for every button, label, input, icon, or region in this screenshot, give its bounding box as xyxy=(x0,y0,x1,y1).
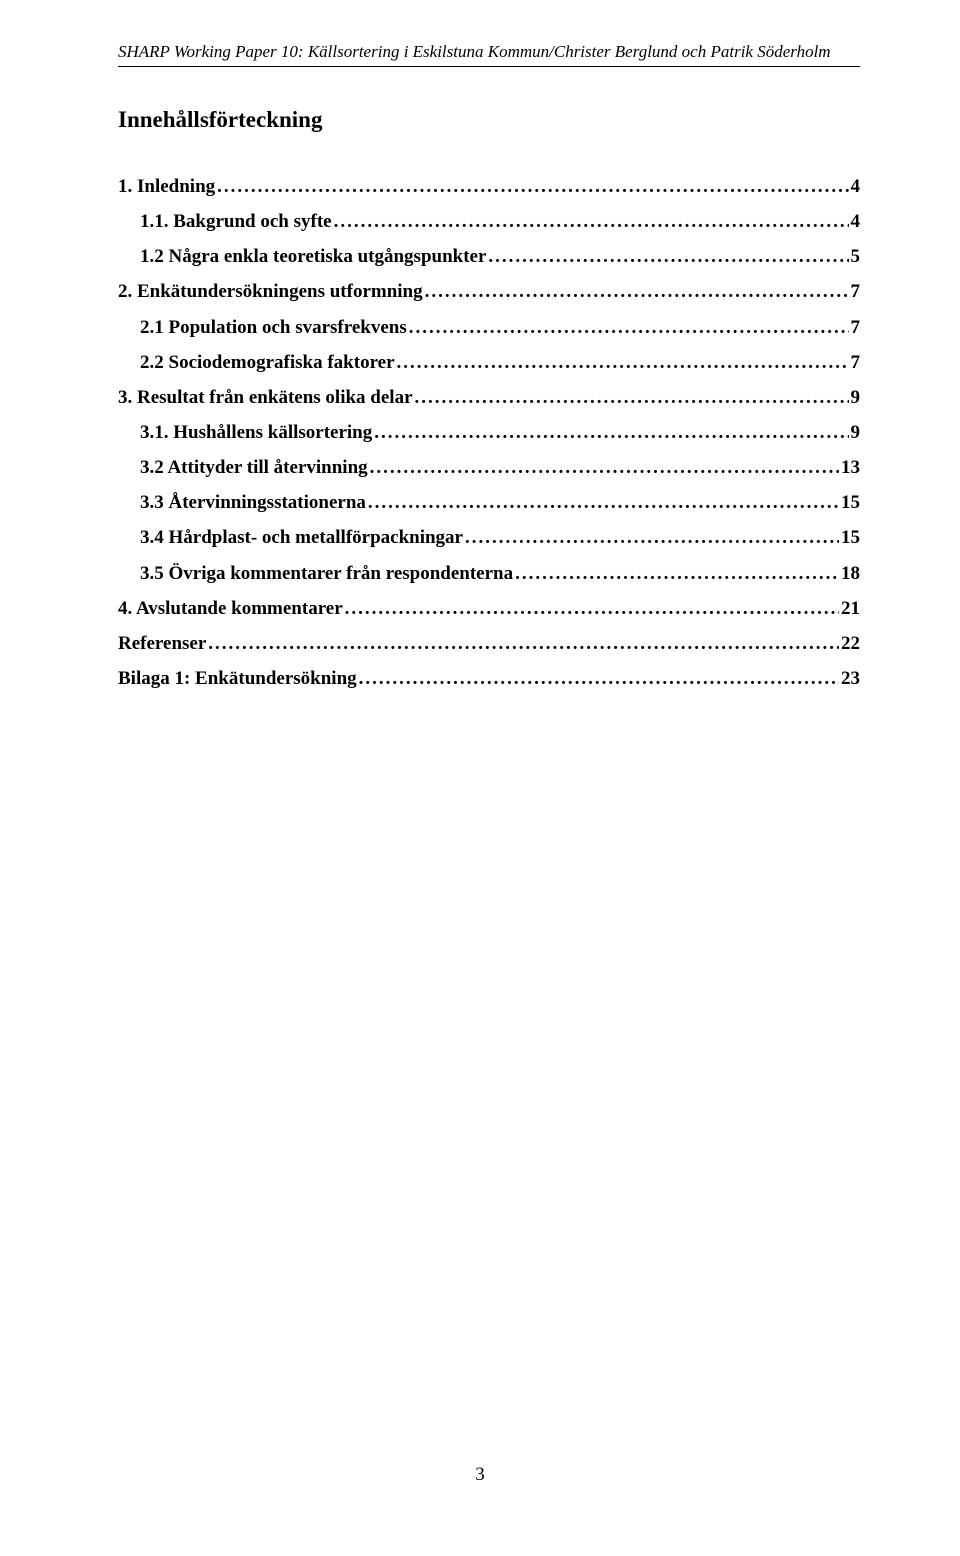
toc-entry-page: 21 xyxy=(841,591,860,626)
toc-entry-label: 3.5 Övriga kommentarer från respondenter… xyxy=(140,556,513,591)
toc-entry-label: 3.2 Attityder till återvinning xyxy=(140,450,368,485)
toc-entry-label: 1.2 Några enkla teoretiska utgångspunkte… xyxy=(140,239,486,274)
toc-entry-label: 1. Inledning xyxy=(118,169,215,204)
toc-entry: Bilaga 1: Enkätundersökning 23 xyxy=(118,661,860,696)
toc-entry-page: 5 xyxy=(851,239,861,274)
toc-entry-page: 9 xyxy=(851,380,861,415)
toc-entry-label: 1.1. Bakgrund och syfte xyxy=(140,204,332,239)
toc-entry-label: 3.1. Hushållens källsortering xyxy=(140,415,372,450)
toc-entry: 3. Resultat från enkätens olika delar 9 xyxy=(118,380,860,415)
toc-entry-label: 3. Resultat från enkätens olika delar xyxy=(118,380,413,415)
toc-dots xyxy=(409,310,849,345)
toc-entry-page: 22 xyxy=(841,626,860,661)
toc-entry: 1.2 Några enkla teoretiska utgångspunkte… xyxy=(140,239,860,274)
toc-entry: 3.2 Attityder till återvinning 13 xyxy=(140,450,860,485)
toc-dots xyxy=(488,239,848,274)
toc-list: 1. Inledning 4 1.1. Bakgrund och syfte 4… xyxy=(118,169,860,696)
toc-entry-page: 4 xyxy=(851,169,861,204)
toc-entry-page: 4 xyxy=(851,204,861,239)
toc-entry-label: Bilaga 1: Enkätundersökning xyxy=(118,661,357,696)
toc-entry: Referenser 22 xyxy=(118,626,860,661)
toc-entry-label: 4. Avslutande kommentarer xyxy=(118,591,343,626)
toc-entry-label: 2. Enkätundersökningens utformning xyxy=(118,274,423,309)
toc-entry: 3.5 Övriga kommentarer från respondenter… xyxy=(140,556,860,591)
toc-entry: 2.1 Population och svarsfrekvens 7 xyxy=(140,310,860,345)
toc-entry-label: 2.1 Population och svarsfrekvens xyxy=(140,310,407,345)
toc-dots xyxy=(208,626,839,661)
toc-entry-page: 23 xyxy=(841,661,860,696)
toc-entry: 1.1. Bakgrund och syfte 4 xyxy=(140,204,860,239)
toc-entry-page: 15 xyxy=(841,485,860,520)
toc-entry-page: 13 xyxy=(841,450,860,485)
toc-entry-page: 9 xyxy=(851,415,861,450)
header-rule xyxy=(118,66,860,67)
toc-entry: 2. Enkätundersökningens utformning 7 xyxy=(118,274,860,309)
toc-entry: 1. Inledning 4 xyxy=(118,169,860,204)
toc-dots xyxy=(465,520,839,555)
toc-entry-page: 7 xyxy=(851,274,861,309)
toc-entry-page: 15 xyxy=(841,520,860,555)
page-number: 3 xyxy=(0,1464,960,1486)
toc-entry-page: 18 xyxy=(841,556,860,591)
toc-dots xyxy=(397,345,849,380)
toc-dots xyxy=(374,415,848,450)
toc-entry: 4. Avslutande kommentarer 21 xyxy=(118,591,860,626)
toc-entry: 3.1. Hushållens källsortering 9 xyxy=(140,415,860,450)
toc-dots xyxy=(334,204,849,239)
toc-entry: 3.3 Återvinningsstationerna 15 xyxy=(140,485,860,520)
toc-title: Innehållsförteckning xyxy=(118,107,860,133)
toc-dots xyxy=(370,450,839,485)
toc-entry-label: 3.4 Hårdplast- och metallförpackningar xyxy=(140,520,463,555)
toc-entry-page: 7 xyxy=(851,345,861,380)
toc-dots xyxy=(515,556,839,591)
toc-dots xyxy=(217,169,848,204)
toc-dots xyxy=(415,380,849,415)
toc-entry-label: Referenser xyxy=(118,626,206,661)
toc-dots xyxy=(368,485,839,520)
toc-dots xyxy=(359,661,839,696)
toc-entry-page: 7 xyxy=(851,310,861,345)
toc-dots xyxy=(425,274,849,309)
toc-dots xyxy=(345,591,839,626)
toc-entry: 2.2 Sociodemografiska faktorer 7 xyxy=(140,345,860,380)
running-header: SHARP Working Paper 10: Källsortering i … xyxy=(118,42,860,62)
toc-entry-label: 3.3 Återvinningsstationerna xyxy=(140,485,366,520)
toc-entry-label: 2.2 Sociodemografiska faktorer xyxy=(140,345,395,380)
toc-entry: 3.4 Hårdplast- och metallförpackningar 1… xyxy=(140,520,860,555)
